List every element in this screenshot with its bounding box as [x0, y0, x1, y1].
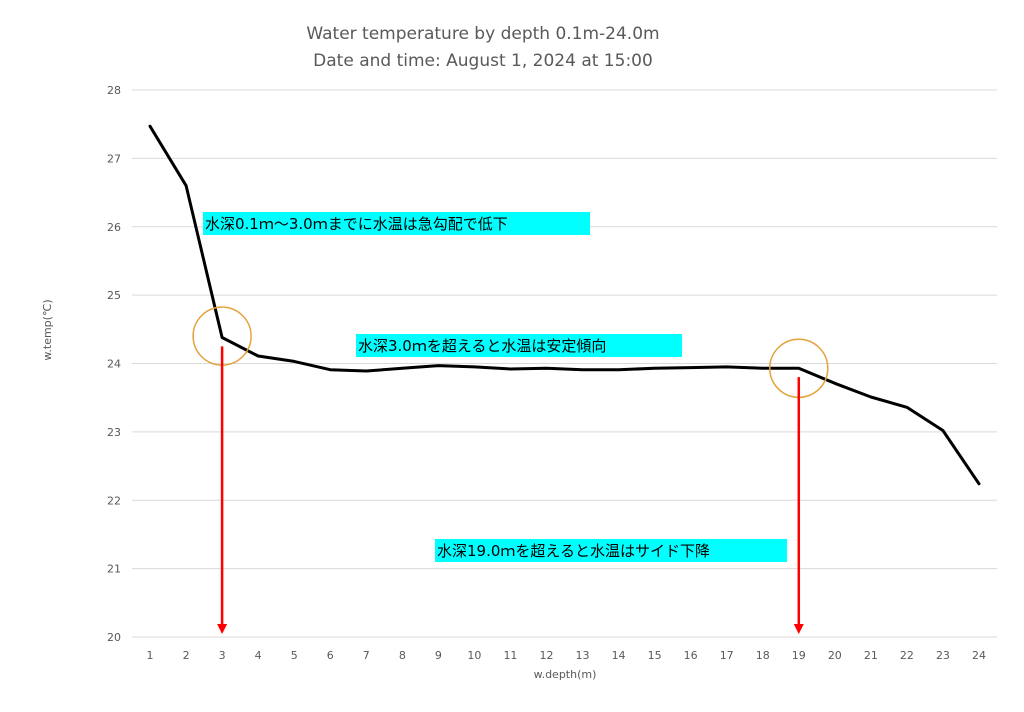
- marker-layer: [192, 306, 829, 634]
- x-tick-label: 18: [756, 649, 770, 662]
- x-tick-label: 7: [363, 649, 370, 662]
- x-tick-label: 4: [255, 649, 262, 662]
- x-tick-label: 23: [936, 649, 950, 662]
- y-tick-label: 23: [107, 426, 121, 439]
- y-tick-label: 26: [107, 221, 121, 234]
- series-layer: [148, 124, 981, 486]
- x-tick-label: 20: [828, 649, 842, 662]
- y-tick-label: 25: [107, 289, 121, 302]
- x-tick-label: 19: [792, 649, 806, 662]
- annotation-1: 水深0.1ｍ～3.0ｍまでに水温は急勾配で低下: [205, 215, 508, 233]
- x-tick-label: 21: [864, 649, 878, 662]
- x-tick-label: 2: [183, 649, 190, 662]
- chart-subtitle: Date and time: August 1, 2024 at 15:00: [313, 51, 653, 71]
- x-axis-label: w.depth(m): [534, 668, 597, 681]
- y-tick-label: 22: [107, 494, 121, 507]
- y-tick-label: 20: [107, 631, 121, 644]
- annotation-2-bg: [356, 334, 682, 357]
- x-tick-label: 11: [503, 649, 517, 662]
- x-axis-ticks: 1 2 3 4 5 6 7 8 9 10 11 12 13 14 15 16 17 18 19 20 21 22 23 24: [147, 649, 986, 662]
- x-tick-label: 12: [539, 649, 553, 662]
- annotation-layer: 水深0.1ｍ～3.0ｍまでに水温は急勾配で低下 水深3.0ｍを超えると水温は安定…: [203, 212, 787, 562]
- y-tick-label: 24: [107, 358, 121, 371]
- y-axis-ticks: 20 21 22 23 24 25 26 27 28: [107, 84, 121, 644]
- annotation-3-bg: [435, 539, 787, 562]
- x-tick-label: 13: [576, 649, 590, 662]
- annotation-2: 水深3.0ｍを超えると水温は安定傾向: [358, 337, 606, 355]
- annotation-1-bg: [203, 212, 590, 235]
- y-axis-label: w.temp(℃): [41, 299, 54, 360]
- x-tick-label: 17: [720, 649, 734, 662]
- x-tick-label: 1: [147, 649, 154, 662]
- x-tick-label: 8: [399, 649, 406, 662]
- x-tick-label: 16: [684, 649, 698, 662]
- y-tick-label: 21: [107, 563, 121, 576]
- chart-title: Water temperature by depth 0.1m-24.0m: [306, 24, 659, 44]
- y-tick-label: 27: [107, 152, 121, 165]
- x-tick-label: 6: [327, 649, 334, 662]
- x-tick-label: 10: [467, 649, 481, 662]
- x-tick-label: 15: [648, 649, 662, 662]
- series-line-water-temp: [148, 124, 981, 486]
- y-tick-label: 28: [107, 84, 121, 97]
- x-tick-label: 14: [612, 649, 626, 662]
- annotation-3: 水深19.0ｍを超えると水温はサイド下降: [437, 542, 710, 560]
- x-tick-label: 9: [435, 649, 442, 662]
- x-tick-label: 24: [972, 649, 986, 662]
- x-tick-label: 3: [219, 649, 226, 662]
- x-tick-label: 22: [900, 649, 914, 662]
- x-tick-label: 5: [291, 649, 298, 662]
